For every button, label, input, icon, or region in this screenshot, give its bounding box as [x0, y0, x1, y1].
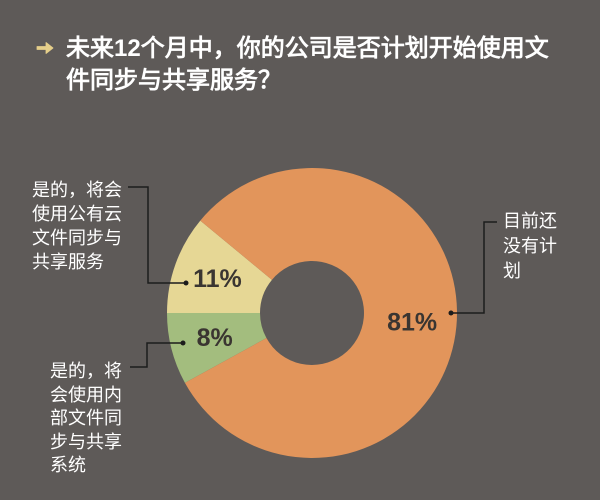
leader-dot-no-plan — [448, 310, 454, 316]
arrow-right-icon — [36, 41, 54, 55]
chart-title: 未来12个月中，你的公司是否计划开始使用文件同步与共享服务？ — [66, 35, 549, 94]
leader-lines — [128, 186, 497, 368]
category-label-no-plan: 目前还没有计划 — [503, 211, 557, 281]
category-label-public-cloud: 是的，将会使用公有云文件同步与共享服务 — [32, 180, 122, 272]
value-label-no-plan: 81% — [387, 309, 437, 337]
value-label-public-cloud: 11% — [193, 265, 242, 293]
value-label-on-premises: 8% — [197, 324, 233, 352]
donut-slice-public-cloud — [167, 220, 272, 313]
category-label-on-premises: 是的，将会使用内部文件同步与共享系统 — [50, 361, 122, 475]
leader-dot-on-premises — [180, 340, 186, 346]
donut-slices — [167, 167, 458, 458]
arrow-right-icon-graphic — [36, 42, 54, 54]
leader-line-on-premises — [130, 342, 182, 368]
donut-slice-no-plan — [184, 167, 458, 458]
leader-line-no-plan — [452, 221, 497, 314]
donut-slice-on-premises — [167, 313, 267, 383]
leader-dot-public-cloud — [183, 280, 189, 286]
leader-line-public-cloud — [128, 186, 185, 284]
